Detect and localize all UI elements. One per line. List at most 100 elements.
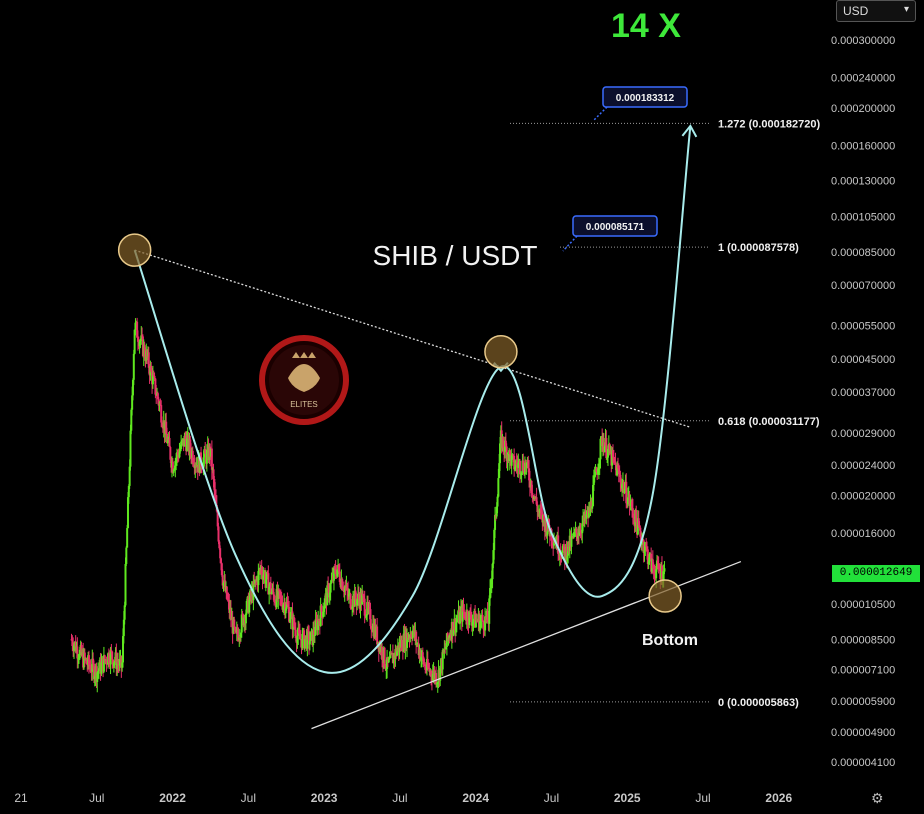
candle-body xyxy=(308,631,311,645)
candle-body xyxy=(327,585,330,598)
candle-body xyxy=(314,619,317,635)
candle-body xyxy=(97,671,100,673)
pair-label: SHIB / USDT xyxy=(373,240,538,271)
markers xyxy=(117,233,682,613)
candle-body xyxy=(285,601,288,609)
y-tick-label: 0.000004100 xyxy=(831,757,895,769)
candle-body xyxy=(459,612,462,624)
candle-body xyxy=(419,649,422,661)
candle-body xyxy=(153,375,156,379)
candle-body xyxy=(180,441,183,449)
candle-body xyxy=(406,633,409,640)
candle-body xyxy=(639,527,642,537)
candle-body xyxy=(590,501,593,509)
y-tick-label: 0.000005900 xyxy=(831,696,895,708)
candle-body xyxy=(172,469,175,473)
candle-body xyxy=(428,667,431,672)
y-tick-label: 0.000016000 xyxy=(831,528,895,540)
candle-body xyxy=(381,646,384,660)
candle-body xyxy=(401,639,404,651)
candle-body xyxy=(592,477,595,485)
arrow-up-icon xyxy=(681,124,698,138)
candle-body xyxy=(202,457,205,468)
currency-selector[interactable]: USD ▾ xyxy=(836,0,916,22)
callout-box xyxy=(602,86,688,108)
candle-body xyxy=(71,639,74,647)
candle-body xyxy=(76,646,79,659)
candle-body xyxy=(420,656,423,661)
candle-body xyxy=(136,337,139,342)
candle-body xyxy=(257,571,260,586)
candle-body xyxy=(103,655,106,661)
candle-body xyxy=(605,437,608,458)
candle-body xyxy=(147,352,150,368)
candle-body xyxy=(260,566,263,574)
candle-body xyxy=(631,501,634,509)
candle-body xyxy=(663,568,666,572)
candle-body xyxy=(445,647,448,650)
candle-body xyxy=(330,579,333,583)
candle-body xyxy=(540,510,543,512)
candle-body xyxy=(592,484,595,507)
currency-label: USD xyxy=(843,4,869,18)
candle-body xyxy=(105,659,108,664)
candle-body xyxy=(632,516,635,519)
candle-body xyxy=(635,509,638,522)
candle-body xyxy=(88,664,91,667)
candle-body xyxy=(439,666,442,681)
gear-icon[interactable]: ⚙ xyxy=(871,790,884,806)
candle-body xyxy=(594,469,597,475)
candle-body xyxy=(517,462,520,468)
candle-body xyxy=(282,605,285,610)
candle-body xyxy=(336,569,339,577)
candle-body xyxy=(616,466,619,476)
candle-body xyxy=(479,618,482,622)
candle-body xyxy=(96,672,99,682)
candle-body xyxy=(361,594,364,605)
candles xyxy=(70,317,666,693)
candle-body xyxy=(150,365,153,372)
candle-body xyxy=(435,672,438,685)
candle-body xyxy=(617,468,620,475)
candle-body xyxy=(513,467,516,470)
y-tick-label: 0.000007100 xyxy=(831,665,895,677)
candle-body xyxy=(370,626,373,630)
candle-body xyxy=(178,451,181,458)
candle-body xyxy=(268,586,271,595)
candle-body xyxy=(498,463,501,479)
candle-body xyxy=(497,478,500,497)
x-tick-label: Jul xyxy=(695,791,710,805)
candle-body xyxy=(396,650,399,656)
candle-body xyxy=(174,460,177,469)
candle-body xyxy=(493,529,496,551)
candle-body xyxy=(126,497,129,529)
candle-body xyxy=(430,670,433,677)
candle-body xyxy=(298,633,301,640)
candle-body xyxy=(317,619,320,622)
y-tick-label: 0.000200000 xyxy=(831,103,895,115)
candle-body xyxy=(351,607,354,609)
candle-body xyxy=(495,506,498,517)
candle-body xyxy=(471,621,474,626)
callout-text: 0.000183312 xyxy=(616,93,675,104)
candle-body xyxy=(126,528,129,548)
candle-body xyxy=(229,608,232,620)
candle-body xyxy=(621,484,624,489)
candle-body xyxy=(349,593,352,608)
candle-body xyxy=(647,561,650,565)
candle-body xyxy=(551,540,554,543)
candle-body xyxy=(129,430,132,467)
candle-body xyxy=(642,540,645,554)
candle-body xyxy=(191,450,194,463)
candle-body xyxy=(520,472,523,475)
candle-body xyxy=(328,592,331,598)
candle-body xyxy=(489,587,492,599)
candle-body xyxy=(606,457,609,459)
candle-body xyxy=(645,544,648,547)
candle-body xyxy=(234,627,237,629)
candle-body xyxy=(535,497,538,505)
candle-body xyxy=(168,437,171,448)
candle-body xyxy=(616,466,619,469)
candle-body xyxy=(299,639,302,641)
